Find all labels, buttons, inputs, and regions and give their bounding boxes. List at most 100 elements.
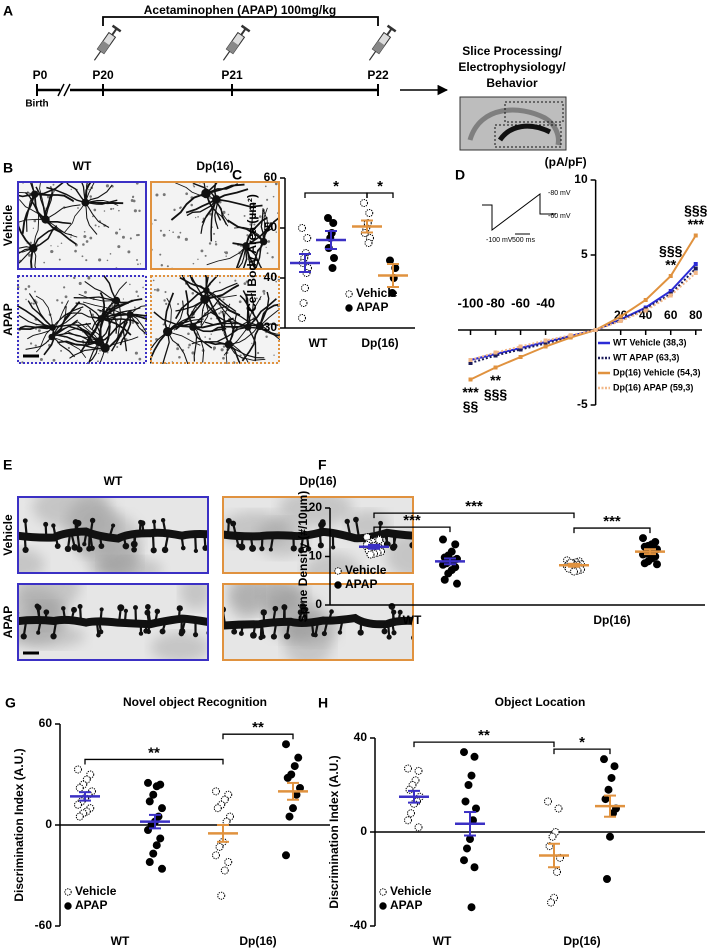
data-point (224, 790, 233, 799)
data-point (493, 365, 498, 370)
data-point (220, 795, 229, 804)
astrocyte-soma (100, 343, 110, 353)
spine-head (231, 628, 238, 635)
dendrite (222, 613, 414, 630)
astrocyte-process (259, 323, 280, 327)
speckle (137, 263, 139, 266)
micrograph-bg (150, 275, 280, 364)
astrocyte-process (210, 199, 218, 242)
speckle (168, 229, 171, 232)
spine-head (131, 546, 137, 553)
data-point (303, 234, 312, 242)
speckle (77, 207, 79, 209)
spine-neck (194, 534, 197, 551)
panel-label: H (318, 695, 328, 711)
y-tick-label: 10 (309, 549, 323, 563)
speckle (27, 285, 31, 288)
significance-bracket (373, 512, 575, 519)
speckle (28, 253, 32, 257)
data-point (440, 575, 449, 584)
speckle (78, 281, 82, 285)
astrocyte-process (192, 297, 221, 328)
speckle (116, 346, 119, 349)
data-point (464, 781, 473, 789)
speckle (24, 287, 28, 291)
data-point (285, 812, 294, 821)
spine-head (43, 521, 49, 527)
x-tick-label: 80 (689, 308, 703, 322)
data-point (145, 858, 154, 867)
speckle (179, 206, 182, 209)
significance-bracket (222, 733, 294, 740)
speckle (115, 231, 119, 235)
astrocyte-soma (126, 311, 134, 319)
speckle (187, 346, 190, 349)
astrocyte-soma (259, 237, 268, 246)
legend-label: WT APAP (63,3) (613, 352, 679, 362)
speckle (129, 283, 131, 286)
astrocyte-process (167, 331, 201, 346)
speckle (212, 346, 217, 350)
outcome-label: Slice Processing/ (462, 44, 562, 58)
spine-head (378, 520, 384, 526)
spine-head (179, 628, 186, 635)
y-tick-label: 40 (264, 270, 278, 284)
astrocyte-process (56, 334, 100, 344)
spine-head (297, 609, 304, 616)
data-point (86, 770, 95, 779)
spine-head (82, 541, 87, 547)
astrocyte-process (80, 181, 86, 203)
speckle (58, 258, 61, 261)
data-point (82, 775, 91, 784)
speckle (84, 290, 87, 294)
data-point (328, 264, 337, 272)
speckle (222, 210, 226, 214)
speckle (64, 295, 68, 299)
data-point (294, 753, 303, 762)
data-point (324, 214, 332, 222)
speckle (246, 234, 249, 237)
micrograph-border (17, 496, 209, 574)
data-point (693, 266, 698, 271)
speckle (85, 240, 89, 243)
astrocyte-process (33, 194, 51, 226)
speckle (213, 232, 216, 235)
x-tick-label: Dp(16) (593, 613, 630, 627)
data-point (345, 290, 353, 298)
data-point (603, 875, 611, 883)
age-label: P21 (221, 68, 243, 82)
speckle (135, 290, 138, 293)
speckle (176, 347, 180, 351)
astrocyte-process (25, 193, 36, 232)
spine-neck (99, 609, 103, 623)
spine-head (54, 543, 61, 550)
speckle (162, 233, 166, 237)
astrocyte-process (206, 245, 247, 266)
astrocyte-process (44, 191, 54, 220)
panel-label: G (5, 695, 16, 711)
astrocyte-process (34, 193, 74, 202)
data-point (607, 773, 616, 782)
astrocyte-process (204, 275, 208, 291)
speckle (118, 209, 120, 212)
data-point (553, 867, 561, 876)
y-tick-label: 40 (354, 730, 368, 744)
astrocyte-soma (49, 324, 56, 331)
spine-head (117, 604, 125, 612)
significance-label: ** (665, 257, 676, 273)
spine-head (64, 545, 72, 553)
data-point (365, 209, 374, 217)
speckle (197, 258, 199, 261)
data-point (693, 262, 698, 266)
spine-head (331, 545, 336, 550)
astrocyte-process (34, 181, 68, 195)
age-label: P20 (92, 68, 114, 82)
speckle (39, 358, 43, 361)
speckle (187, 332, 190, 336)
spine-head (249, 544, 257, 552)
x-tick-label: WT (403, 613, 422, 627)
data-point (152, 841, 161, 850)
astrocyte-process (43, 327, 55, 356)
significance-label: ** (490, 372, 501, 388)
data-point (470, 863, 479, 872)
